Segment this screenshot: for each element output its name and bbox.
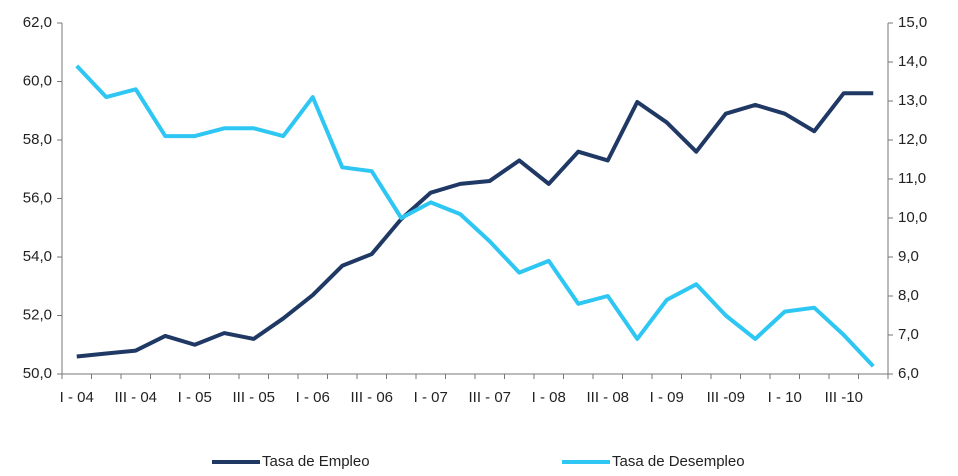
x-tick-label: III -09 [707,389,745,406]
x-tick-label: III - 06 [350,389,393,406]
legend-label: Tasa de Empleo [262,453,370,470]
x-tick-label: I - 10 [768,389,802,406]
x-tick-label: III - 08 [586,389,629,406]
x-tick-label: I - 06 [296,389,330,406]
y-tick-label: 58,0 [23,131,52,148]
y-tick-label: 60,0 [23,72,52,89]
y2-tick-label: 10,0 [898,209,927,226]
y-tick-label: 54,0 [23,248,52,265]
y2-tick-label: 9,0 [898,248,919,265]
y2-tick-label: 8,0 [898,287,919,304]
y2-tick-label: 15,0 [898,14,927,31]
y2-tick-label: 6,0 [898,365,919,382]
x-tick-label: I - 04 [60,389,94,406]
x-tick-label: I - 09 [650,389,684,406]
x-tick-label: III - 05 [232,389,275,406]
y-tick-label: 52,0 [23,306,52,323]
legend-label: Tasa de Desempleo [612,453,745,470]
x-tick-label: I - 07 [414,389,448,406]
y-tick-label: 62,0 [23,14,52,31]
y2-tick-label: 14,0 [898,53,927,70]
y2-tick-label: 7,0 [898,326,919,343]
x-tick-label: III - 07 [468,389,511,406]
y2-tick-label: 12,0 [898,131,927,148]
x-tick-label: III -10 [825,389,863,406]
x-tick-label: I - 05 [178,389,212,406]
series-line [76,91,874,359]
x-tick-label: III - 04 [114,389,157,406]
y-tick-label: 50,0 [23,365,52,382]
y2-tick-label: 13,0 [898,92,927,109]
x-tick-label: I - 08 [532,389,566,406]
y-tick-label: 56,0 [23,189,52,206]
series-line [75,64,875,368]
y2-tick-label: 11,0 [898,170,926,187]
